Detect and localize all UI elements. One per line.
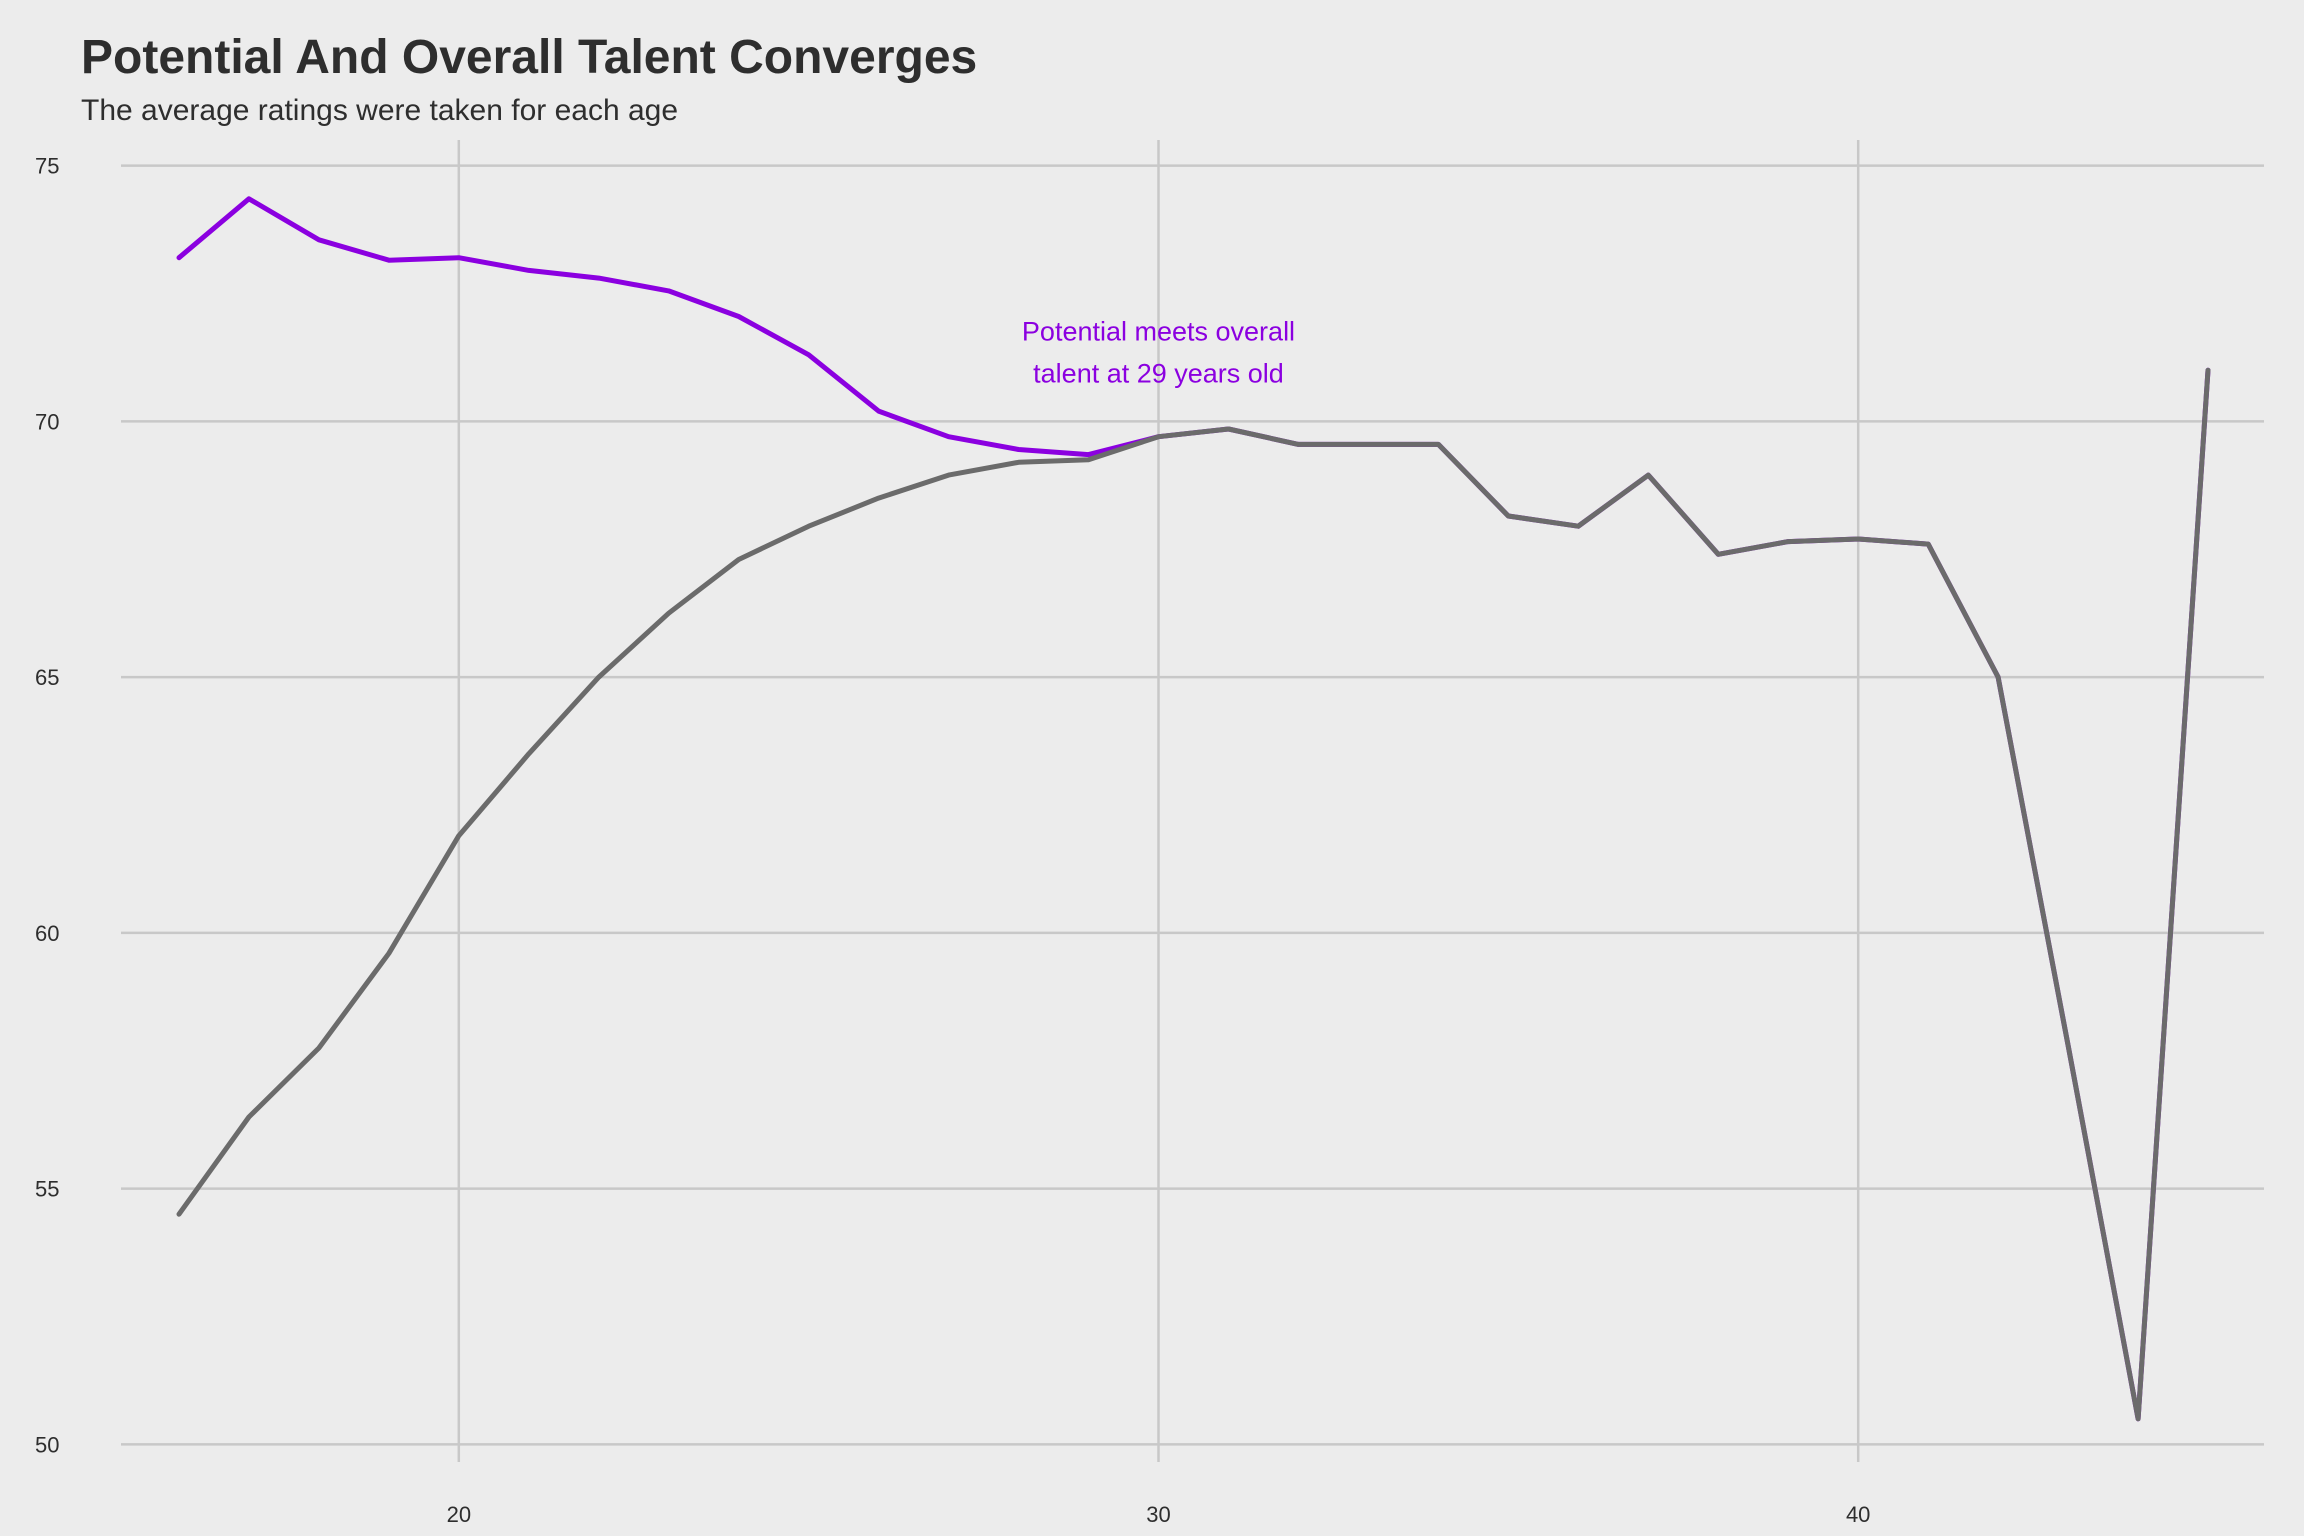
y-tick-label: 70: [35, 409, 59, 434]
y-tick-label: 60: [35, 921, 59, 946]
chart-subtitle: The average ratings were taken for each …: [81, 94, 678, 127]
y-tick-label: 55: [35, 1177, 59, 1202]
x-tick-label: 40: [1846, 1502, 1870, 1527]
annotation: Potential meets overall talent at 29 year…: [1022, 316, 1295, 388]
annotation-line-1: Potential meets overall: [1022, 316, 1295, 346]
gridlines: [121, 140, 2264, 1462]
tick-labels: 50 55 60 65 70 75 20 30 40: [35, 154, 1870, 1527]
x-tick-label: 30: [1146, 1502, 1170, 1527]
y-tick-label: 75: [35, 154, 59, 179]
annotation-line-2: talent at 29 years old: [1033, 358, 1284, 388]
x-tick-label: 20: [447, 1502, 471, 1527]
series-line-2: [176, 367, 2211, 1422]
chart-title: Potential And Overall Talent Converges: [81, 31, 977, 84]
y-tick-label: 65: [35, 665, 59, 690]
series-lines: [176, 196, 2211, 1422]
y-tick-label: 50: [35, 1432, 59, 1457]
